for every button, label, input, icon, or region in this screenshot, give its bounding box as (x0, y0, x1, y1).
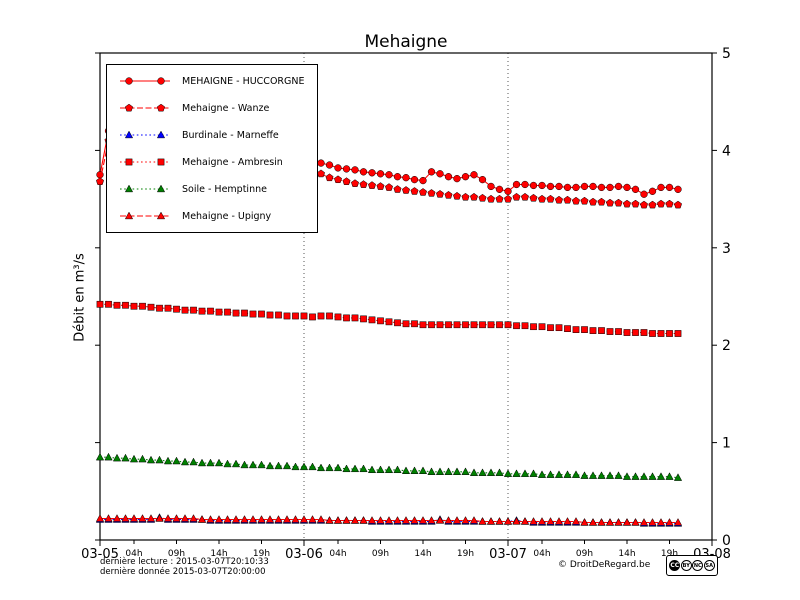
copyright-credit: © DroitDeRegard.be (558, 560, 651, 570)
cc-license-badge[interactable]: CC BY NC SA (666, 555, 718, 576)
legend: MEHAIGNE - HUCCORGNE Mehaigne - Wanze Burd… (106, 64, 318, 233)
legend-item: Soile - Hemptinne (117, 182, 305, 196)
x-major-tick-label: 03-05 (81, 547, 119, 562)
x-minor-tick-label: 14h (210, 549, 227, 559)
x-major-tick-label: 03-06 (285, 547, 323, 562)
cc-nc-icon: NC (692, 560, 704, 571)
legend-label: Soile - Hemptinne (182, 183, 267, 195)
legend-marker-sample (120, 184, 170, 193)
legend-item: Mehaigne - Wanze (117, 101, 305, 115)
legend-marker-sample (120, 103, 170, 112)
legend-label: Mehaigne - Wanze (182, 102, 270, 114)
legend-marker-sample (120, 130, 170, 139)
x-minor-tick-label: 19h (457, 549, 474, 559)
y-tick-label: 2 (722, 338, 731, 354)
series-mehaigne-ambresin (96, 300, 682, 337)
footer-last-reading: dernière lecture : 2015-03-07T20:10:33 (100, 557, 269, 567)
legend-item: Mehaigne - Upigny (117, 209, 305, 223)
legend-marker-sample (120, 158, 170, 166)
legend-item: MEHAIGNE - HUCCORGNE (117, 74, 305, 88)
plot-frame (99, 52, 713, 541)
legend-marker-sample (120, 211, 170, 220)
series-soile-hemptinne (95, 452, 683, 481)
series-mehaigne-upigny (95, 514, 683, 526)
chart-title: Mehaigne (364, 32, 448, 52)
y-tick-label: 0 (722, 533, 731, 549)
x-minor-tick-label: 04h (533, 549, 550, 559)
legend-item: Burdinale - Marneffe (117, 128, 305, 142)
cc-by-icon: BY (680, 560, 692, 571)
legend-label: Mehaigne - Upigny (182, 210, 272, 222)
x-minor-tick-label: 19h (661, 549, 678, 559)
footer-last-data: dernière donnée 2015-03-07T20:00:00 (100, 567, 266, 577)
cc-sa-icon: SA (703, 560, 715, 571)
x-minor-tick-label: 09h (372, 549, 389, 559)
x-minor-tick-label: 09h (576, 549, 593, 559)
x-major-tick-label: 03-07 (489, 547, 527, 562)
y-tick-label: 3 (722, 241, 731, 257)
legend-item: Mehaigne - Ambresin (117, 155, 305, 169)
x-minor-tick-label: 19h (253, 549, 270, 559)
x-minor-tick-label: 04h (125, 549, 142, 559)
legend-marker-sample (120, 77, 170, 85)
legend-label: Mehaigne - Ambresin (182, 156, 283, 168)
y-tick-label: 5 (722, 46, 731, 62)
y-tick-label: 4 (722, 143, 731, 159)
legend-label: Burdinale - Marneffe (182, 129, 279, 141)
cc-logo-icon: CC (669, 560, 681, 571)
x-minor-tick-label: 09h (168, 549, 185, 559)
x-minor-tick-label: 14h (414, 549, 431, 559)
x-minor-tick-label: 14h (618, 549, 635, 559)
x-minor-tick-label: 04h (329, 549, 346, 559)
legend-label: MEHAIGNE - HUCCORGNE (182, 75, 305, 87)
y-tick-label: 1 (722, 436, 731, 452)
